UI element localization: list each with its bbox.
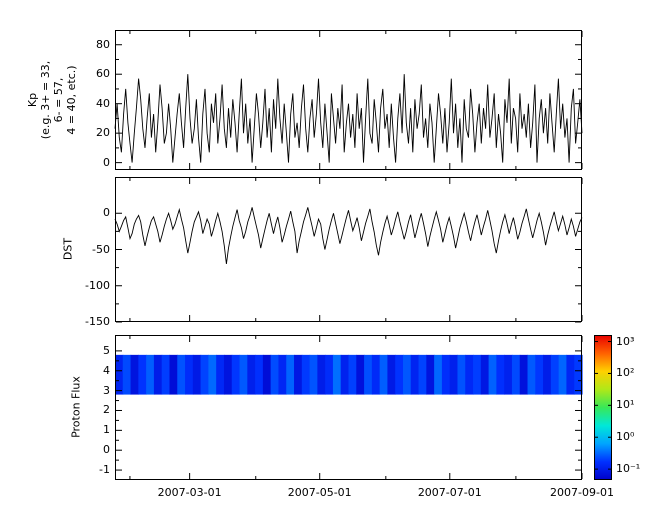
kp-index-line <box>114 74 583 163</box>
flux-band-column <box>146 354 155 395</box>
y-tick-label: 1 <box>103 423 110 437</box>
flux-band-column <box>231 354 241 395</box>
y-tick-label: 0 <box>103 206 110 220</box>
flux-band-column <box>177 354 186 395</box>
flux-band-column <box>387 354 396 395</box>
flux-band-column <box>504 354 513 395</box>
flux-band-column <box>223 354 233 395</box>
panel-border <box>115 335 582 480</box>
flux-band-column <box>473 354 482 395</box>
flux-band-column <box>558 354 568 395</box>
panel-border <box>115 30 582 170</box>
flux-band-column <box>426 354 435 395</box>
flux-band-column <box>301 354 311 395</box>
y-tick-label: 80 <box>96 37 110 51</box>
flux-band-column <box>566 354 575 395</box>
flux-band-column <box>286 354 295 395</box>
flux-band-column <box>208 354 217 395</box>
flux-band-column <box>535 354 544 395</box>
flux-band-column <box>348 354 357 395</box>
flux-band-column <box>449 354 459 395</box>
flux-band-column <box>519 354 529 395</box>
y-tick-label: -100 <box>85 278 110 292</box>
flux-band-column <box>153 354 163 395</box>
y-tick-label: -150 <box>85 315 110 328</box>
kp-axis-label-line3: 6- = 57, <box>52 77 65 123</box>
y-tick-label: 3 <box>103 383 110 397</box>
flux-band-column <box>130 354 139 395</box>
flux-band-column <box>364 354 373 395</box>
flux-band-column <box>247 354 256 395</box>
flux-band-column <box>410 354 420 395</box>
flux-band-column <box>527 354 536 395</box>
colorbar-tick-label: 10⁰ <box>616 430 635 444</box>
flux-band-column <box>239 354 248 395</box>
colorbar-tick-label: 10⁻¹ <box>616 462 641 476</box>
y-tick-label: 5 <box>103 343 110 357</box>
colorbar-border <box>594 335 612 480</box>
flux-band-column <box>138 354 147 395</box>
flux-band-column <box>496 354 505 395</box>
flux-band-column <box>511 354 521 395</box>
y-tick-label: 4 <box>103 363 110 377</box>
flux-band-column <box>356 354 365 395</box>
flux-band-column <box>262 354 272 395</box>
flux-band-column <box>317 354 326 395</box>
flux-band-column <box>169 354 178 395</box>
dst-index-line <box>114 207 583 265</box>
x-tick-label: 2007-07-01 <box>417 486 482 499</box>
flux-band-column <box>550 354 560 395</box>
x-tick-label: 2007-05-01 <box>287 486 352 499</box>
flux-band-column <box>465 354 474 395</box>
y-tick-label: -1 <box>99 463 110 477</box>
colorbar-tick-label: 10¹ <box>616 398 635 412</box>
flux-band-column <box>488 354 497 395</box>
flux-band-column <box>480 354 490 395</box>
x-tick-label: 2007-09-01 <box>550 486 614 499</box>
flux-band-column <box>418 354 427 395</box>
flux-band-column <box>161 354 171 395</box>
colorbar-tick-label: 10² <box>616 366 635 380</box>
y-tick-label: 0 <box>103 443 110 457</box>
flux-band-column <box>395 354 404 395</box>
y-tick-label: 2 <box>103 403 110 417</box>
flux-band-column <box>441 354 451 395</box>
kp-axis-label-line2: (e.g. 3+ = 33, <box>39 60 52 140</box>
flux-band-column <box>340 354 350 395</box>
colorbar-tick-label: 10³ <box>616 334 635 348</box>
panel-border <box>115 177 582 322</box>
flux-band-column <box>278 354 287 395</box>
flux-band-column <box>434 354 443 395</box>
flux-band-column <box>402 354 412 395</box>
y-tick-label: 20 <box>96 126 110 140</box>
colorbar-gradient <box>594 335 612 480</box>
y-tick-label: -50 <box>92 242 110 256</box>
flux-band-column <box>325 354 334 395</box>
flux-band-column <box>192 354 202 395</box>
y-tick-label: 60 <box>96 67 110 81</box>
flux-band-column <box>543 354 552 395</box>
flux-band-column <box>574 354 583 395</box>
kp-axis-label-line1: Kp <box>26 92 39 108</box>
x-tick-label: 2007-03-01 <box>157 486 222 499</box>
y-tick-label: 40 <box>96 96 110 110</box>
flux-band-column <box>255 354 264 395</box>
flux-band-column <box>309 354 318 395</box>
flux-band-column <box>185 354 194 395</box>
flux-band-column <box>115 354 124 395</box>
flux-band-column <box>457 354 466 395</box>
flux-band-column <box>200 354 209 395</box>
flux-band-column <box>122 354 132 395</box>
flux-band-column <box>371 354 381 395</box>
flux-band-column <box>216 354 225 395</box>
flux-band-column <box>294 354 303 395</box>
flux-band-column <box>332 354 342 395</box>
flux-band-column <box>270 354 280 395</box>
y-tick-label: 0 <box>103 155 110 169</box>
flux-band-column <box>379 354 389 395</box>
